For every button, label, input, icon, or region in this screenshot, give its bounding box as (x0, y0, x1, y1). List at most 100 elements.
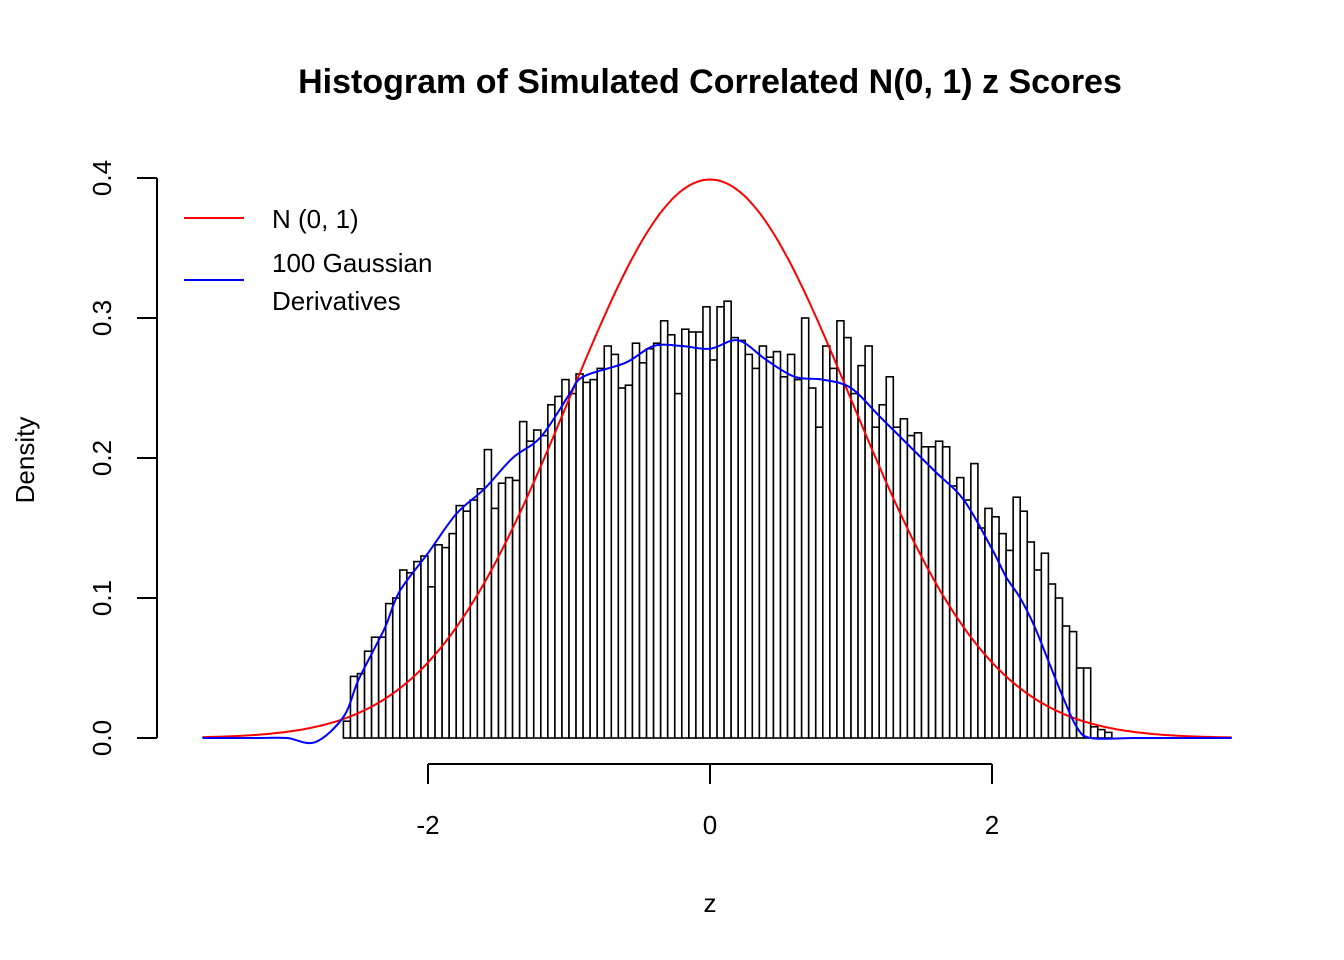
y-tick-label: 0.3 (87, 300, 117, 336)
histogram-bar (772, 350, 782, 739)
legend-label-normal: N (0, 1) (272, 204, 359, 234)
legend: N (0, 1) 100 Gaussian Derivatives (184, 204, 432, 316)
histogram-bar (659, 319, 669, 739)
histogram-bar (476, 487, 486, 739)
histogram-bar (1019, 510, 1029, 739)
x-axis: -2 0 2 (416, 763, 999, 840)
x-tick-label: 0 (703, 810, 717, 840)
histogram-bar (758, 345, 768, 739)
histogram-bar (793, 378, 803, 739)
histogram-bar (885, 375, 895, 739)
histogram-bar (695, 331, 704, 739)
histogram-bar (1061, 625, 1071, 739)
histogram-bar (497, 482, 507, 739)
histogram-bar (673, 392, 683, 739)
histogram-bar (398, 569, 408, 739)
y-tick-label: 0.1 (87, 580, 117, 616)
histogram-bar (666, 333, 676, 739)
histogram-bar (596, 367, 606, 739)
histogram-bar (483, 448, 493, 739)
histogram-bar (716, 305, 725, 739)
histogram-bar (652, 342, 662, 739)
histogram-bar (730, 336, 740, 739)
histogram-bar (850, 392, 859, 739)
legend-label-gaussian-line2: Derivatives (272, 286, 401, 316)
histogram-bar (406, 571, 415, 739)
x-tick-label: -2 (416, 810, 439, 840)
histogram-bar (568, 392, 577, 739)
y-axis-label: Density (10, 417, 40, 504)
histogram-bar (434, 543, 443, 739)
histogram-bar (1096, 728, 1106, 739)
y-tick-label: 0.2 (87, 440, 117, 476)
histogram-bar (624, 384, 634, 739)
histogram-bar (751, 367, 761, 739)
histogram-bar (765, 356, 775, 739)
histogram-bar (645, 347, 655, 739)
x-axis-label: z (704, 888, 717, 918)
histogram-bar (575, 373, 584, 739)
histogram-bar (871, 426, 881, 739)
histogram-bar (920, 445, 930, 739)
histogram-bar (977, 527, 986, 739)
histogram-bar (518, 420, 528, 739)
histogram-bar (638, 361, 648, 739)
histogram-bar (878, 403, 888, 739)
normal-density-line (202, 178, 1232, 739)
histogram-bar (927, 445, 937, 739)
histogram-bar (814, 426, 824, 739)
histogram-bar (617, 387, 627, 739)
histogram-bar (589, 378, 599, 739)
histogram-bar (504, 476, 514, 739)
histogram-bar (561, 378, 570, 739)
histogram-bar (539, 434, 549, 739)
histogram-bar (688, 331, 697, 739)
histogram-bar (342, 720, 352, 739)
x-tick-label: 2 (985, 810, 999, 840)
gaussian-derivatives-line (202, 339, 1232, 745)
histogram-bar (737, 339, 747, 739)
histogram-bar (1012, 496, 1022, 739)
histogram-bar (547, 403, 556, 739)
histogram-bar (1089, 725, 1099, 739)
legend-label-gaussian-line1: 100 Gaussian (272, 248, 432, 278)
histogram-bar (377, 636, 387, 739)
density-curves (202, 178, 1232, 745)
histogram-bar (709, 359, 718, 739)
histogram-bar (955, 476, 965, 739)
histogram-bar (807, 387, 817, 739)
histogram-bar (413, 560, 422, 739)
histogram-bar (582, 381, 591, 739)
histogram-bar (941, 445, 951, 739)
histogram-bar (786, 353, 796, 739)
histogram-bar (962, 499, 972, 739)
y-tick-label: 0.4 (87, 160, 117, 196)
histogram-bar (723, 300, 732, 739)
histogram-bar (1033, 569, 1043, 739)
chart-title: Histogram of Simulated Correlated N(0, 1… (298, 63, 1122, 101)
y-axis: 0.0 0.1 0.2 0.3 0.4 (87, 160, 158, 756)
histogram-bar (469, 499, 479, 739)
histogram-bar (1082, 667, 1092, 739)
histogram-bar (680, 328, 690, 739)
histogram-bar (554, 395, 563, 739)
histogram-bar (1104, 731, 1113, 739)
histogram-bar (462, 510, 472, 739)
histogram-bar (610, 353, 620, 739)
histogram-bar (970, 462, 979, 739)
histogram-bar (490, 507, 500, 739)
histogram-bar (800, 317, 810, 739)
y-tick-label: 0.0 (87, 720, 117, 756)
histogram-bar (391, 597, 401, 739)
histogram-bar (631, 342, 641, 739)
histogram-bar (829, 367, 838, 739)
histogram-bar (913, 431, 923, 739)
histogram-bar (603, 345, 613, 739)
histogram-bar (702, 305, 711, 739)
histogram-bar (899, 417, 909, 739)
histogram-bar (906, 434, 916, 739)
histogram-bar (892, 426, 902, 739)
histogram-bar (857, 364, 866, 739)
histogram-bar (1054, 597, 1064, 739)
